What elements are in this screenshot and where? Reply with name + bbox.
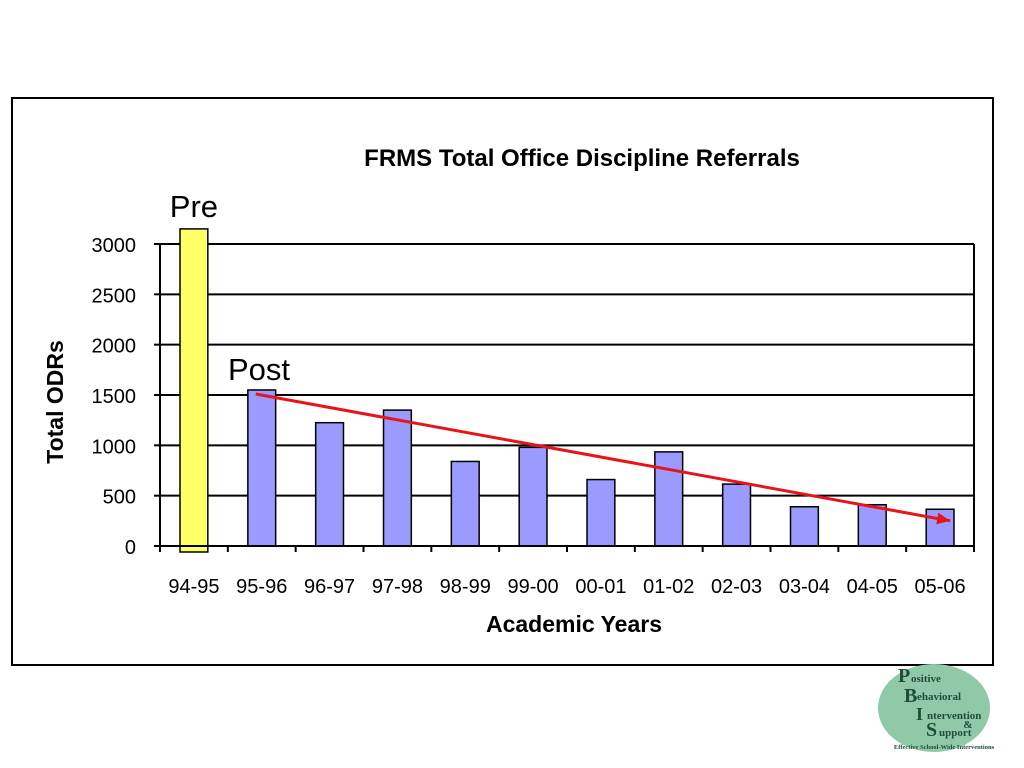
- y-tick-label: 0: [125, 537, 136, 559]
- bar: [382, 409, 413, 547]
- chart-frame: FRMS Total Office Discipline Referrals T…: [11, 97, 994, 666]
- x-tick-label: 96-97: [304, 576, 355, 598]
- logo-disc: [878, 664, 990, 752]
- bar: [654, 451, 684, 547]
- x-tick-label: 95-96: [236, 576, 287, 598]
- bar: [247, 389, 277, 547]
- x-tick-label: 00-01: [575, 576, 626, 598]
- trend-line: [255, 392, 951, 523]
- x-tick-label: 05-06: [915, 576, 966, 598]
- logo-word: ntervention: [927, 710, 981, 722]
- x-tick-label: 03-04: [779, 576, 830, 598]
- logo-tagline: Effective School-Wide Interventions: [894, 744, 995, 751]
- x-tick-label: 94-95: [168, 576, 219, 598]
- trend-arrowhead: [936, 512, 951, 525]
- annotation-pre: Pre: [170, 189, 218, 224]
- x-tick-label: 02-03: [711, 576, 762, 598]
- x-tick-label: 97-98: [372, 576, 423, 598]
- x-axis-title: Academic Years: [486, 611, 662, 637]
- y-tick-label: 2000: [92, 336, 137, 358]
- bar-pre: [179, 228, 209, 553]
- y-axis-title: Total ODRs: [42, 340, 68, 464]
- bar: [518, 446, 548, 547]
- logo-letter: B: [904, 685, 917, 707]
- bar: [586, 478, 616, 547]
- bar: [857, 503, 887, 547]
- y-tick-label: 3000: [92, 235, 137, 257]
- bar: [314, 421, 345, 547]
- annotation-post: Post: [228, 352, 290, 387]
- bar-chart: FRMS Total Office Discipline Referrals T…: [42, 145, 975, 637]
- logo-word: ehavioral: [917, 691, 961, 703]
- bar: [789, 505, 820, 547]
- logo-letter: I: [916, 704, 923, 724]
- x-tick-label: 99-00: [508, 576, 559, 598]
- logo-ampersand: &: [963, 719, 972, 731]
- logo-letter: S: [926, 719, 937, 741]
- logo-word: ositive: [911, 673, 941, 685]
- y-tick-label: 1500: [92, 386, 137, 408]
- bar: [721, 483, 752, 547]
- logo-letter: P: [898, 665, 910, 687]
- logo-word: upport: [939, 727, 972, 739]
- y-tick-label: 2500: [92, 285, 137, 307]
- x-tick-label: 01-02: [643, 576, 694, 598]
- chart-title: FRMS Total Office Discipline Referrals: [364, 145, 800, 172]
- y-tick-label: 500: [103, 487, 136, 509]
- x-tick-label: 04-05: [847, 576, 898, 598]
- bar: [450, 460, 480, 547]
- y-tick-label: 1000: [92, 436, 137, 458]
- x-tick-label: 98-99: [440, 576, 491, 598]
